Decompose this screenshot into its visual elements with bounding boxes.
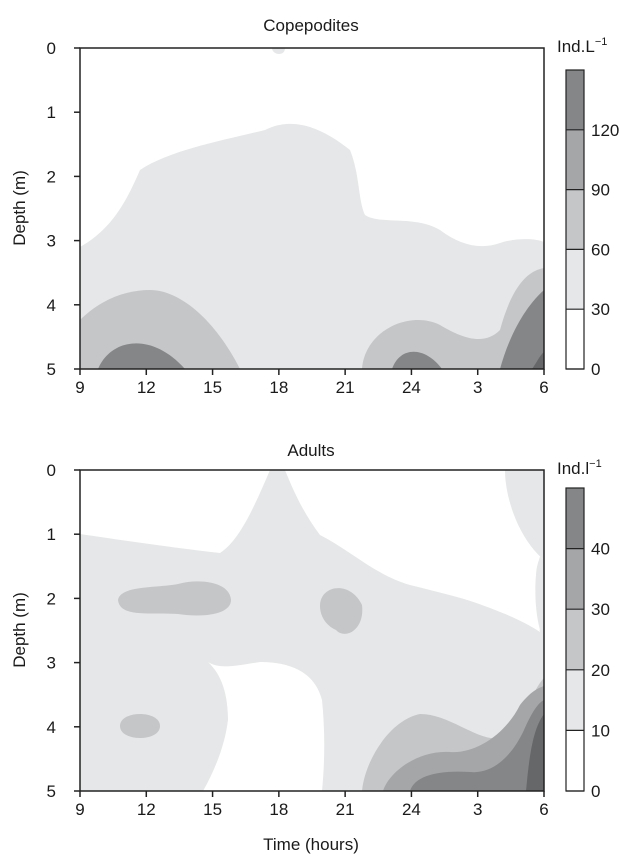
contour-level-20-30 <box>320 588 363 634</box>
x-tick-label: 15 <box>203 378 222 397</box>
contour-field <box>80 470 544 791</box>
panel-title: Copepodites <box>263 16 358 35</box>
colorbar-segment <box>566 249 584 310</box>
x-tick-label: 9 <box>75 378 84 397</box>
x-tick-label: 24 <box>402 800 421 819</box>
colorbar-segment <box>566 189 584 250</box>
colorbar-segment <box>566 129 584 190</box>
x-tick-label: 9 <box>75 800 84 819</box>
x-tick-label: 18 <box>269 800 288 819</box>
colorbar-segment <box>566 730 584 791</box>
y-tick-label: 2 <box>47 167 56 186</box>
contour-level-30-60 <box>272 48 285 55</box>
contour-field <box>80 48 544 369</box>
y-tick-label: 5 <box>47 360 56 379</box>
colorbar-tick-label: 40 <box>591 540 610 559</box>
x-axis-title: Time (hours) <box>263 835 359 854</box>
y-tick-label: 2 <box>47 589 56 608</box>
x-axis: 9 12 15 18 21 24 3 6 <box>75 791 549 819</box>
plot-frame <box>79 47 545 370</box>
colorbar-tick-label: 30 <box>591 600 610 619</box>
colorbar-segment <box>566 669 584 731</box>
colorbar-tick-label: 20 <box>591 661 610 680</box>
contour-level-120-150 <box>500 290 544 369</box>
colorbar-segment <box>566 548 584 610</box>
y-tick-label: 5 <box>47 782 56 801</box>
colorbar-segment <box>566 309 584 369</box>
y-axis: 0 1 2 3 4 5 <box>47 39 80 379</box>
x-tick-label: 21 <box>336 800 355 819</box>
y-axis-title: Depth (m) <box>10 170 29 246</box>
contour-level-0-10 <box>80 470 270 553</box>
panel-title: Adults <box>287 441 334 460</box>
colorbar-segment <box>566 609 584 670</box>
contour-level-120-150 <box>392 351 442 369</box>
colorbar-tick-label: 0 <box>591 782 600 801</box>
colorbar-tick-label: 10 <box>591 721 610 740</box>
x-tick-label: 6 <box>539 800 548 819</box>
contour-level-0-10 <box>285 470 544 632</box>
x-tick-label: 12 <box>137 800 156 819</box>
y-tick-label: 4 <box>47 296 56 315</box>
colorbar-unit: Ind.L−1 <box>557 36 607 56</box>
x-tick-label: 3 <box>473 378 482 397</box>
y-tick-label: 3 <box>47 654 56 673</box>
y-axis-title: Depth (m) <box>10 592 29 668</box>
y-tick-label: 0 <box>47 39 56 58</box>
y-axis: 0 1 2 3 4 5 <box>47 461 80 801</box>
x-tick-label: 3 <box>473 800 482 819</box>
contour-level-120-150 <box>98 343 185 369</box>
plot-frame <box>79 469 545 792</box>
y-tick-label: 4 <box>47 718 56 737</box>
y-tick-label: 1 <box>47 525 56 544</box>
contour-level-50-plus <box>526 714 544 791</box>
x-tick-label: 6 <box>539 378 548 397</box>
contour-level-60-90 <box>362 268 544 369</box>
contour-level-0-30 <box>80 48 544 247</box>
colorbar: Ind.l−1 0 10 20 30 40 <box>557 458 610 801</box>
colorbar-tick-label: 120 <box>591 121 619 140</box>
colorbar-tick-label: 30 <box>591 300 610 319</box>
contour-level-20-30 <box>120 714 160 738</box>
x-tick-label: 15 <box>203 800 222 819</box>
y-tick-label: 0 <box>47 461 56 480</box>
x-tick-label: 12 <box>137 378 156 397</box>
colorbar-segment <box>566 70 584 130</box>
contour-level-20-30 <box>118 581 231 616</box>
contour-level-40-50 <box>410 700 544 791</box>
y-tick-label: 3 <box>47 232 56 251</box>
contour-level-10-20 <box>505 470 544 560</box>
x-tick-label: 24 <box>402 378 421 397</box>
colorbar-unit: Ind.l−1 <box>557 458 602 478</box>
colorbar-tick-label: 60 <box>591 240 610 259</box>
y-tick-label: 1 <box>47 103 56 122</box>
contour-level-0-10 <box>203 662 325 791</box>
contour-level-150-plus <box>532 352 544 369</box>
x-axis: 9 12 15 18 21 24 3 6 <box>75 369 549 397</box>
x-tick-label: 18 <box>269 378 288 397</box>
colorbar-tick-label: 0 <box>591 360 600 379</box>
x-tick-label: 21 <box>336 378 355 397</box>
colorbar-segment <box>566 488 584 549</box>
colorbar-tick-label: 90 <box>591 181 610 200</box>
colorbar: Ind.L−1 0 30 60 90 120 <box>557 36 619 379</box>
